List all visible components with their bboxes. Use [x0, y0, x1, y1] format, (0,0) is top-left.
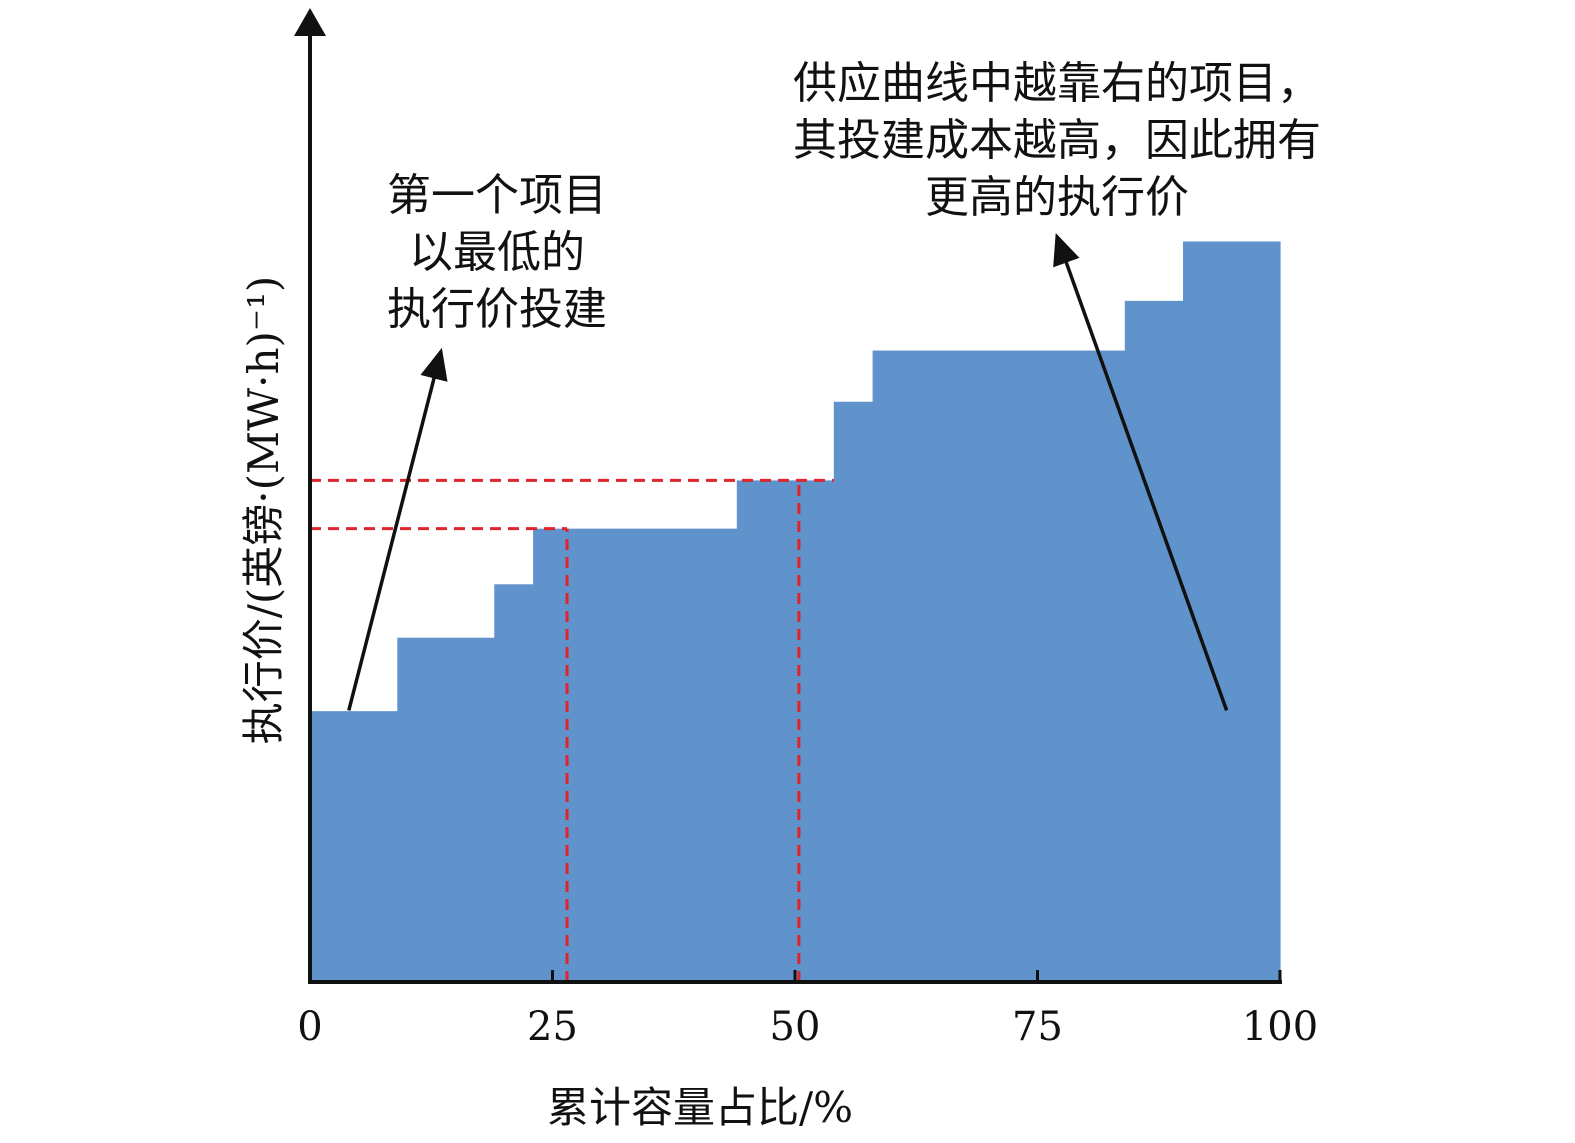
annotation-arrow-1	[347, 347, 448, 711]
x-tick-label-25: 25	[527, 1004, 578, 1050]
x-tick-label-100: 100	[1242, 1004, 1318, 1050]
step-bar-3	[494, 584, 534, 982]
step-bar-8	[1124, 300, 1184, 982]
step-bar-4	[533, 528, 738, 982]
annotation-text-2: 供应曲线中越靠右的项目， 其投建成本越高，因此拥有更高的执行价	[793, 58, 1321, 223]
step-bar-5	[736, 480, 835, 982]
annotation-2-line-1: 供应曲线中越靠右的项目，	[793, 58, 1321, 109]
step-bar-7	[872, 350, 1126, 983]
annotations: 第一个项目以最低的执行价投建 供应曲线中越靠右的项目， 其投建成本越高，因此拥有更高…	[347, 58, 1321, 712]
step-bar-9	[1183, 241, 1281, 982]
step-bars	[310, 241, 1281, 983]
step-bar-2	[397, 637, 495, 982]
x-tick-label-75: 75	[1012, 1004, 1063, 1050]
y-axis-title: 执行价/(英镑·(MW·h)⁻¹)	[239, 276, 288, 745]
annotation-text-1: 第一个项目以最低的执行价投建	[387, 170, 607, 335]
x-axis-title: 累计容量占比/%	[547, 1083, 853, 1132]
annotation-2-line-3: 更高的执行价	[925, 172, 1189, 223]
x-tick-label-50: 50	[770, 1004, 821, 1050]
x-tick-label-0: 0	[297, 1004, 322, 1050]
reference-lines	[310, 478, 834, 982]
annotation-2-line-2: 其投建成本越高，因此拥有	[793, 115, 1321, 166]
x-axis-ticks: 0 25 50 75 100	[297, 970, 1318, 1050]
annotation-1-line-1: 第一个项目	[387, 170, 607, 221]
annotation-arrow-2	[1053, 232, 1229, 712]
annotation-1-line-3: 执行价投建	[387, 284, 607, 335]
annotation-1-line-2: 以最低的	[409, 227, 585, 278]
step-bar-6	[833, 401, 874, 983]
step-bar-1	[310, 711, 398, 982]
